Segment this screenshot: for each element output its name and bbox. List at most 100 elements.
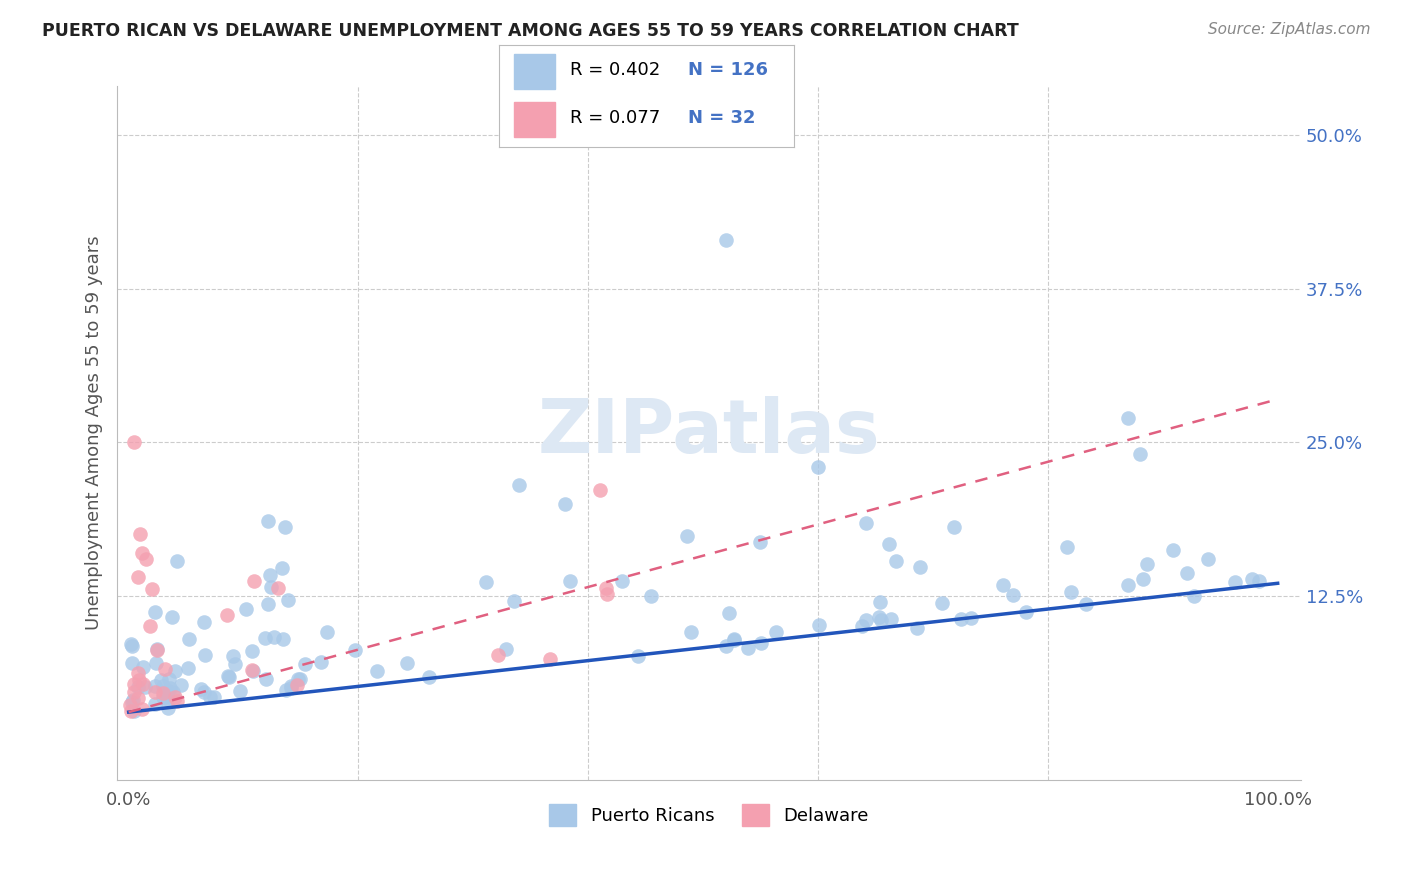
Point <box>267 581 290 595</box>
Point <box>280 679 302 693</box>
Point <box>194 648 217 662</box>
Point <box>765 625 787 640</box>
Point <box>259 567 281 582</box>
Point <box>143 697 166 711</box>
Point <box>243 574 266 588</box>
Point <box>149 673 172 687</box>
Point <box>224 657 246 671</box>
Point <box>242 664 264 678</box>
Point <box>257 514 280 528</box>
Point <box>273 520 295 534</box>
Point <box>908 560 931 574</box>
Point <box>503 594 526 608</box>
Point <box>157 683 180 698</box>
Point <box>627 649 650 664</box>
Point <box>169 678 191 692</box>
Point <box>1056 541 1078 555</box>
Point <box>202 690 225 705</box>
Text: PUERTO RICAN VS DELAWARE UNEMPLOYMENT AMONG AGES 55 TO 59 YEARS CORRELATION CHAR: PUERTO RICAN VS DELAWARE UNEMPLOYMENT AM… <box>42 22 1019 40</box>
Point <box>127 691 149 706</box>
Point <box>127 680 149 694</box>
Point <box>1247 574 1270 588</box>
Point <box>155 691 177 706</box>
Point <box>395 656 418 670</box>
Point <box>217 608 239 623</box>
Point <box>749 636 772 650</box>
Point <box>737 640 759 655</box>
Point <box>143 685 166 699</box>
Point <box>127 666 149 681</box>
Point <box>240 644 263 658</box>
Point <box>127 570 149 584</box>
Point <box>1132 572 1154 586</box>
Point <box>560 574 582 588</box>
Point <box>1060 585 1083 599</box>
Point <box>851 619 873 633</box>
Point <box>294 657 316 672</box>
Point <box>217 668 239 682</box>
Point <box>723 632 745 646</box>
Point <box>165 690 187 705</box>
Point <box>595 581 617 595</box>
Point <box>960 610 983 624</box>
Point <box>129 527 152 541</box>
Point <box>128 673 150 687</box>
Point <box>681 625 703 640</box>
Point <box>145 641 167 656</box>
Text: N = 32: N = 32 <box>688 110 755 128</box>
Point <box>254 631 277 645</box>
Point <box>274 682 297 697</box>
Point <box>271 632 294 646</box>
Point <box>1015 605 1038 619</box>
Point <box>263 630 285 644</box>
Point <box>905 621 928 635</box>
Point <box>1076 597 1098 611</box>
Point <box>676 529 699 543</box>
Point <box>285 678 308 692</box>
Point <box>131 546 153 560</box>
Point <box>879 537 901 551</box>
Text: R = 0.077: R = 0.077 <box>569 110 661 128</box>
Point <box>280 681 302 695</box>
Point <box>193 685 215 699</box>
Point <box>120 705 142 719</box>
Point <box>157 672 180 686</box>
Text: N = 126: N = 126 <box>688 62 768 79</box>
Point <box>177 661 200 675</box>
Point <box>121 639 143 653</box>
Point <box>222 648 245 663</box>
Point <box>870 613 893 627</box>
Point <box>749 535 772 549</box>
Point <box>146 642 169 657</box>
Point <box>991 578 1014 592</box>
Point <box>135 551 157 566</box>
Point <box>1184 589 1206 603</box>
Point <box>716 639 738 653</box>
Point <box>162 610 184 624</box>
Point <box>1197 551 1219 566</box>
Point <box>218 670 240 684</box>
Point <box>132 659 155 673</box>
Point <box>343 643 366 657</box>
Bar <box>515 102 555 137</box>
Point <box>155 662 177 676</box>
Point <box>143 679 166 693</box>
Point <box>257 597 280 611</box>
Point <box>309 655 332 669</box>
Point <box>156 701 179 715</box>
Point <box>287 672 309 686</box>
Point <box>122 704 145 718</box>
Point <box>1177 566 1199 581</box>
Point <box>723 633 745 648</box>
Point <box>1129 447 1152 461</box>
Point <box>121 695 143 709</box>
Point <box>124 435 146 450</box>
Point <box>163 665 186 679</box>
Point <box>166 554 188 568</box>
Point <box>714 233 737 247</box>
Point <box>254 673 277 687</box>
Point <box>152 679 174 693</box>
Point <box>1240 572 1263 586</box>
Point <box>152 685 174 699</box>
Point <box>807 459 830 474</box>
